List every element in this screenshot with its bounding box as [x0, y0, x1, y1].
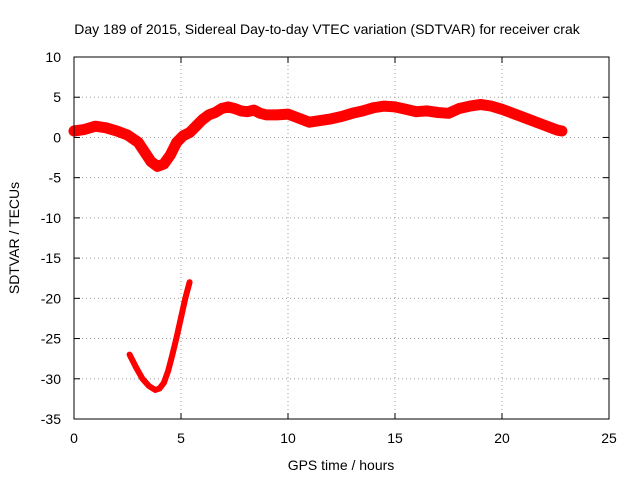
data-point: [541, 122, 548, 129]
data-point: [187, 279, 193, 285]
data-point: [257, 110, 264, 117]
data-point: [456, 105, 463, 112]
data-point: [160, 160, 167, 167]
y-tick-label: 5: [53, 89, 61, 105]
y-tick-label: -20: [41, 290, 61, 306]
data-point: [212, 109, 219, 116]
data-point: [413, 108, 420, 115]
data-point: [192, 123, 199, 130]
data-point: [520, 114, 527, 121]
data-point: [157, 385, 163, 391]
data-point: [113, 128, 120, 135]
data-point: [199, 116, 206, 123]
data-point: [445, 110, 452, 117]
data-point: [173, 139, 180, 146]
data-point: [274, 111, 281, 118]
x-tick-label: 25: [601, 430, 617, 446]
x-tick-label: 0: [70, 430, 78, 446]
data-point: [141, 148, 148, 155]
data-point: [327, 115, 334, 122]
x-tick-label: 10: [280, 430, 296, 446]
chart-title: Day 189 of 2015, Sidereal Day-to-day VTE…: [74, 21, 580, 37]
y-tick-label: -35: [41, 411, 61, 427]
data-point: [154, 163, 161, 170]
data-point: [174, 334, 180, 340]
data-point: [165, 368, 171, 374]
data-point: [488, 103, 495, 110]
data-point: [466, 103, 473, 110]
data-point: [231, 105, 238, 112]
data-point: [424, 107, 431, 114]
data-point: [349, 110, 356, 117]
data-point: [295, 115, 302, 122]
y-tick-label: -25: [41, 331, 61, 347]
data-point: [381, 103, 388, 110]
y-tick-label: 10: [45, 49, 61, 65]
data-point: [127, 352, 133, 358]
data-point: [146, 383, 152, 389]
data-point: [237, 107, 244, 114]
data-point: [81, 126, 88, 133]
data-point: [186, 129, 193, 136]
data-point: [558, 128, 565, 135]
x-axis-label: GPS time / hours: [288, 457, 395, 473]
data-point: [392, 103, 398, 110]
tick-layer: 0 5 10 15 20 25 -35 -30 -25 -20 -15 -10 -5 0 5 10: [41, 49, 617, 446]
data-point: [285, 111, 291, 118]
data-point: [182, 295, 188, 301]
x-tick-label: 5: [177, 430, 185, 446]
data-point: [178, 315, 184, 321]
x-tick-label: 20: [494, 430, 510, 446]
data-point: [167, 152, 174, 159]
y-tick-label: -30: [41, 371, 61, 387]
y-tick-label: -10: [41, 210, 61, 226]
data-point: [370, 104, 377, 111]
data-point: [531, 118, 538, 125]
data-point: [103, 124, 110, 131]
y-tick-label: -15: [41, 250, 61, 266]
data-point: [317, 117, 324, 124]
data-point: [338, 113, 345, 120]
data-point: [359, 107, 366, 114]
data-point: [148, 158, 155, 165]
plot-frame: [73, 56, 610, 420]
y-tick-label: 0: [53, 129, 61, 145]
data-point: [477, 101, 484, 108]
series-layer: [68, 99, 568, 393]
data-point: [306, 119, 313, 126]
data-point: [152, 387, 158, 393]
data-point: [263, 111, 270, 118]
data-point: [499, 106, 505, 113]
data-point: [92, 123, 99, 130]
data-point: [244, 108, 251, 115]
data-point: [180, 132, 187, 139]
x-tick-label: 15: [387, 430, 403, 446]
data-point: [402, 106, 409, 113]
data-point: [135, 139, 142, 146]
data-point: [218, 105, 225, 112]
data-point: [548, 124, 555, 131]
data-point: [205, 111, 212, 118]
data-point: [133, 365, 139, 371]
data-point: [139, 376, 145, 382]
data-point: [509, 110, 516, 117]
data-point: [169, 352, 175, 358]
data-point: [225, 103, 232, 110]
data-point: [250, 107, 257, 114]
data-point: [434, 109, 441, 116]
y-axis-label: SDTVAR / TECUs: [6, 182, 22, 294]
data-point: [161, 380, 167, 386]
y-tick-label: -5: [49, 170, 62, 186]
data-point: [124, 132, 131, 139]
